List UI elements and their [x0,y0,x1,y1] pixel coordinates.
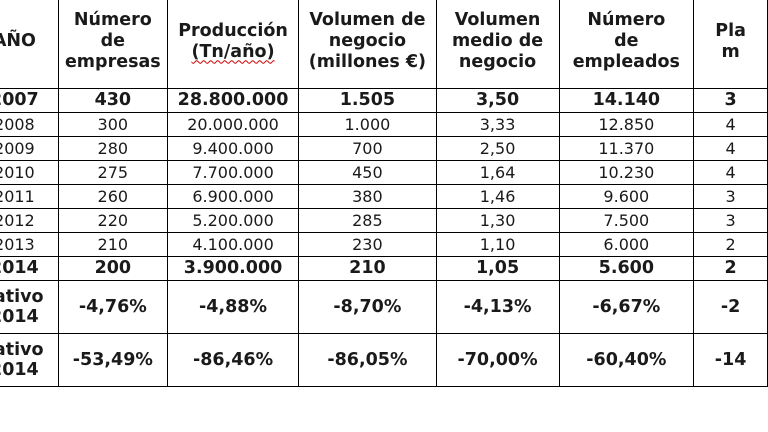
cell: 1.505 [298,88,437,113]
cell-year: 2013 [0,232,59,257]
cell: 450 [298,160,437,185]
cell: 430 [57,88,168,113]
cell: 9.600 [558,184,695,209]
header-business-volume: Volumen de negocio (millones €) [298,0,437,89]
table-row: 2011 260 6.900.000 380 1,46 9.600 3 [0,184,768,209]
cell: 700 [298,136,437,161]
table-row: 2009 280 9.400.000 700 2,50 11.370 4 [0,136,768,161]
cell: 4 [693,112,768,137]
cell-year: 2008 [0,112,59,137]
cell: 7.700.000 [166,160,300,185]
cell: 3 [693,184,768,209]
cell: 1,10 [435,232,560,257]
header-production: Producción (Tn/año) [166,0,300,89]
cell: 280 [57,136,168,161]
cell: 210 [298,256,437,281]
cell: 10.230 [558,160,695,185]
cell: -86,05% [298,333,437,387]
cell: 6.900.000 [166,184,300,209]
cell-label: rativo2014 [0,333,59,387]
cell: 28.800.000 [166,88,300,113]
table-row: 2013 210 4.100.000 230 1,10 6.000 2 [0,232,768,257]
cell: 14.140 [558,88,695,113]
cell: 1,64 [435,160,560,185]
cell: -8,70% [298,280,437,334]
cell: 380 [298,184,437,209]
cell: 2 [693,256,768,281]
cell: 210 [57,232,168,257]
percent-row: rativo2014 -4,76% -4,88% -8,70% -4,13% -… [0,280,768,334]
table-row: 2007 430 28.800.000 1.505 3,50 14.140 3 [0,88,768,113]
cell: 7.500 [558,208,695,233]
cell-year: 2009 [0,136,59,161]
table-row: 2010 275 7.700.000 450 1,64 10.230 4 [0,160,768,185]
cell: -4,88% [166,280,300,334]
cell: -2 [693,280,768,334]
cell: 6.000 [558,232,695,257]
cell-label: rativo2014 [0,280,59,334]
cell: 1,46 [435,184,560,209]
cell: 275 [57,160,168,185]
header-partial: Pla m [693,0,768,89]
cell-year: 2007 [0,88,59,113]
table-row: 2008 300 20.000.000 1.000 3,33 12.850 4 [0,112,768,137]
cell: 9.400.000 [166,136,300,161]
cell: -53,49% [57,333,168,387]
cell: 300 [57,112,168,137]
cell: 12.850 [558,112,695,137]
cell: 3 [693,88,768,113]
cell: 230 [298,232,437,257]
cell: 4 [693,160,768,185]
cell: 11.370 [558,136,695,161]
cell: -4,13% [435,280,560,334]
cell-year: 2012 [0,208,59,233]
cell-year: 2010 [0,160,59,185]
cell: 3 [693,208,768,233]
cell: -14 [693,333,768,387]
cell: 2,50 [435,136,560,161]
cell: 3,50 [435,88,560,113]
cell: 3,33 [435,112,560,137]
cell: 3.900.000 [166,256,300,281]
cell: 200 [57,256,168,281]
cell: 5.600 [558,256,695,281]
table-row: 2012 220 5.200.000 285 1,30 7.500 3 [0,208,768,233]
cell: -6,67% [558,280,695,334]
cell: 4.100.000 [166,232,300,257]
cell: 5.200.000 [166,208,300,233]
header-avg-business-volume: Volumen medio de negocio [435,0,560,89]
cell: 285 [298,208,437,233]
cell: -60,40% [558,333,695,387]
cell: 20.000.000 [166,112,300,137]
header-companies: Número de empresas [57,0,168,89]
cell: -86,46% [166,333,300,387]
cell: 2 [693,232,768,257]
cell-year: 2011 [0,184,59,209]
cell: -70,00% [435,333,560,387]
cell: 220 [57,208,168,233]
cell: 1,30 [435,208,560,233]
percent-row: rativo2014 -53,49% -86,46% -86,05% -70,0… [0,333,768,387]
cell: 4 [693,136,768,161]
cell: 1.000 [298,112,437,137]
header-employees: Número de empleados [558,0,695,89]
cell: 1,05 [435,256,560,281]
cell: 260 [57,184,168,209]
header-year: AÑO [0,0,59,89]
cell: -4,76% [57,280,168,334]
